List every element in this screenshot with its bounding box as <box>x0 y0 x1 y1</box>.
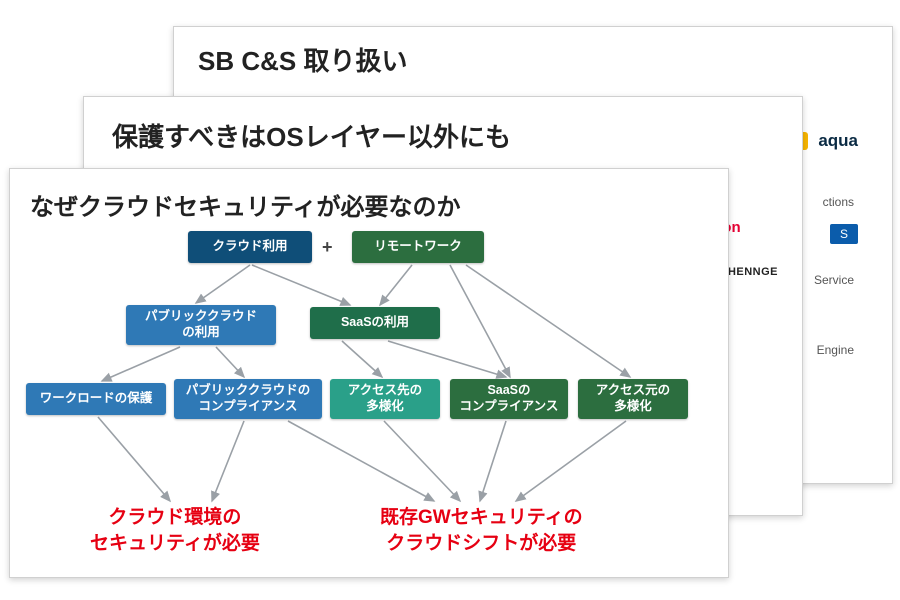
node-cloud_use: クラウド利用 <box>188 231 312 263</box>
node-public: パブリッククラウドの利用 <box>126 305 276 345</box>
slide-front: なぜクラウドセキュリティが必要なのか + クラウド利用 リモートワークパブリックク… <box>9 168 729 578</box>
node-saas_use: SaaSの利用 <box>310 307 440 339</box>
node-pub_comp: パブリッククラウドのコンプライアンス <box>174 379 322 419</box>
slide-back-title: SB C&S 取り扱い <box>174 27 892 92</box>
fragment-service: Service <box>814 273 854 287</box>
node-access_dst: アクセス先の多様化 <box>330 379 440 419</box>
slide-front-title: なぜクラウドセキュリティが必要なのか <box>10 169 728 228</box>
conclusion-right: 既存GWセキュリティのクラウドシフトが必要 <box>380 505 583 556</box>
node-access_src: アクセス元の多様化 <box>578 379 688 419</box>
aqua-text: aqua <box>818 131 858 151</box>
fragment-ctions: ctions <box>823 195 854 209</box>
plus-sign: + <box>322 237 333 258</box>
blue-bar-s: S <box>830 225 858 243</box>
conclusion-left: クラウド環境のセキュリティが必要 <box>90 505 260 556</box>
node-saas_comp: SaaSのコンプライアンス <box>450 379 568 419</box>
slide-mid-title: 保護すべきはOSレイヤー以外にも <box>84 97 802 174</box>
node-remote: リモートワーク <box>352 231 484 263</box>
node-workload: ワークロードの保護 <box>26 383 166 415</box>
diagram: + クラウド利用 リモートワークパブリッククラウドの利用 SaaSの利用ワークロード… <box>20 223 718 567</box>
fragment-engine: Engine <box>817 343 854 357</box>
